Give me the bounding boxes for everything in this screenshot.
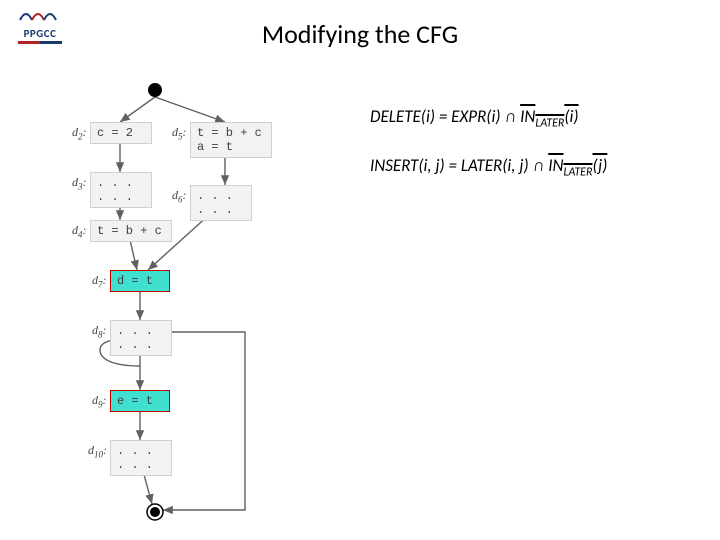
cfg-node-d5: t = b + ca = t (190, 122, 272, 158)
cfg-node-d8: . . . . . . (110, 320, 172, 356)
cfg-label-d5: d5: (172, 125, 187, 141)
cfg-diagram: c = 2d2:t = b + ca = td5:. . . . . .d3:.… (70, 80, 360, 530)
page-title: Modifying the CFG (0, 18, 720, 50)
cfg-label-d6: d6: (172, 188, 187, 204)
cfg-node-d10: . . . . . . (110, 440, 172, 476)
insert-formula: INSERT(i, j) = LATER(i, j) ∩ INLATER(j) (370, 154, 607, 181)
cfg-label-d9: d9: (92, 393, 107, 409)
cfg-node-d7: d = t (110, 270, 170, 292)
cfg-node-d4: t = b + c (90, 220, 172, 242)
entry-node (148, 83, 162, 97)
delete-formula: DELETE(i) = EXPR(i) ∩ INLATER(i) (370, 105, 607, 132)
cfg-node-d2: c = 2 (90, 122, 152, 144)
cfg-node-d3: . . . . . . (90, 172, 152, 208)
cfg-node-d6: . . . . . . (190, 185, 252, 221)
cfg-label-d7: d7: (92, 273, 107, 289)
cfg-label-d3: d3: (72, 175, 87, 191)
cfg-label-d10: d10: (88, 443, 107, 459)
cfg-label-d2: d2: (72, 125, 87, 141)
formulas-block: DELETE(i) = EXPR(i) ∩ INLATER(i) INSERT(… (370, 105, 607, 203)
cfg-label-d4: d4: (72, 223, 87, 239)
exit-node (147, 504, 163, 520)
cfg-label-d8: d8: (92, 323, 107, 339)
cfg-node-d9: e = t (110, 390, 170, 412)
